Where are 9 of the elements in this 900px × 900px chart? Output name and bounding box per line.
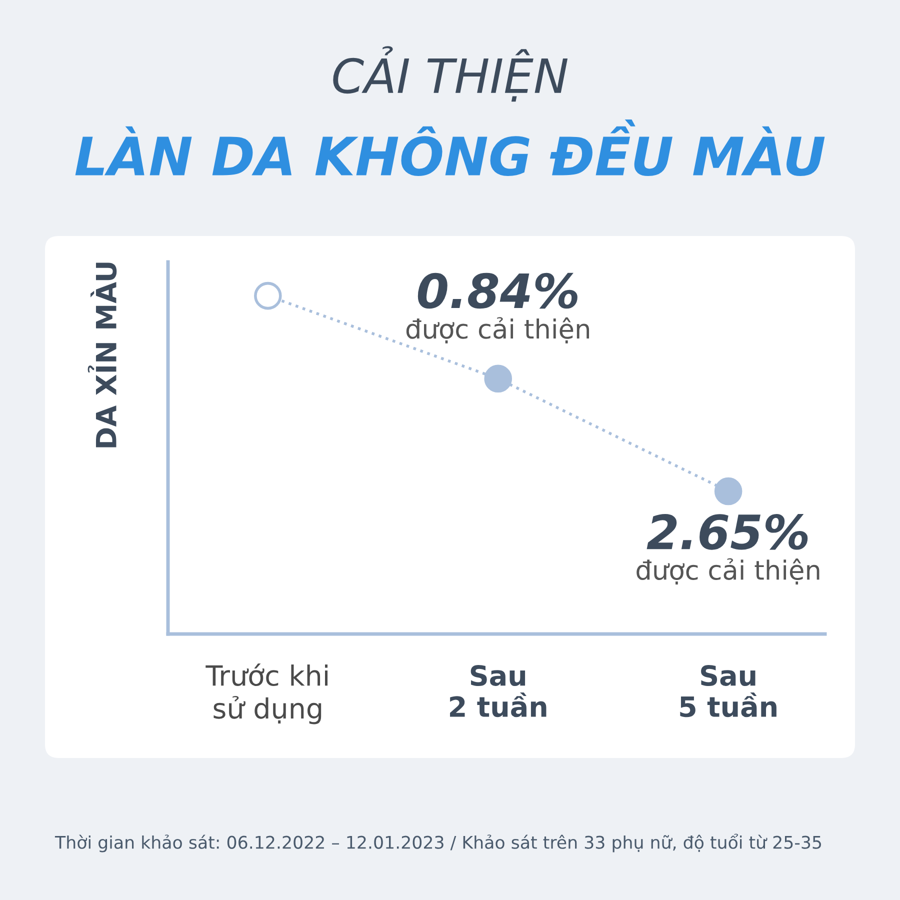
chart-title: CẢI THIỆN [333, 46, 568, 102]
y-axis-title: DA XỈN MÀU [88, 262, 117, 448]
annotation: 0.84% được cải thiện [406, 272, 590, 344]
chart-subtitle: LÀN DA KHÔNG ĐỀU MÀU [75, 120, 825, 176]
x-tick-label: Trước khi sử dụng [206, 663, 328, 724]
annotation: 2.65% được cải thiện [636, 514, 820, 584]
x-tick-label: Sau 5 tuần [680, 665, 776, 718]
x-tick-label: Sau 2 tuần [450, 665, 546, 718]
text: Thời gian khảo sát: 06.12.2022 – 12.01.2023 / Khảo sát trên 33 phụ nữ, độ tuổi từ 25-35 [54, 834, 822, 852]
